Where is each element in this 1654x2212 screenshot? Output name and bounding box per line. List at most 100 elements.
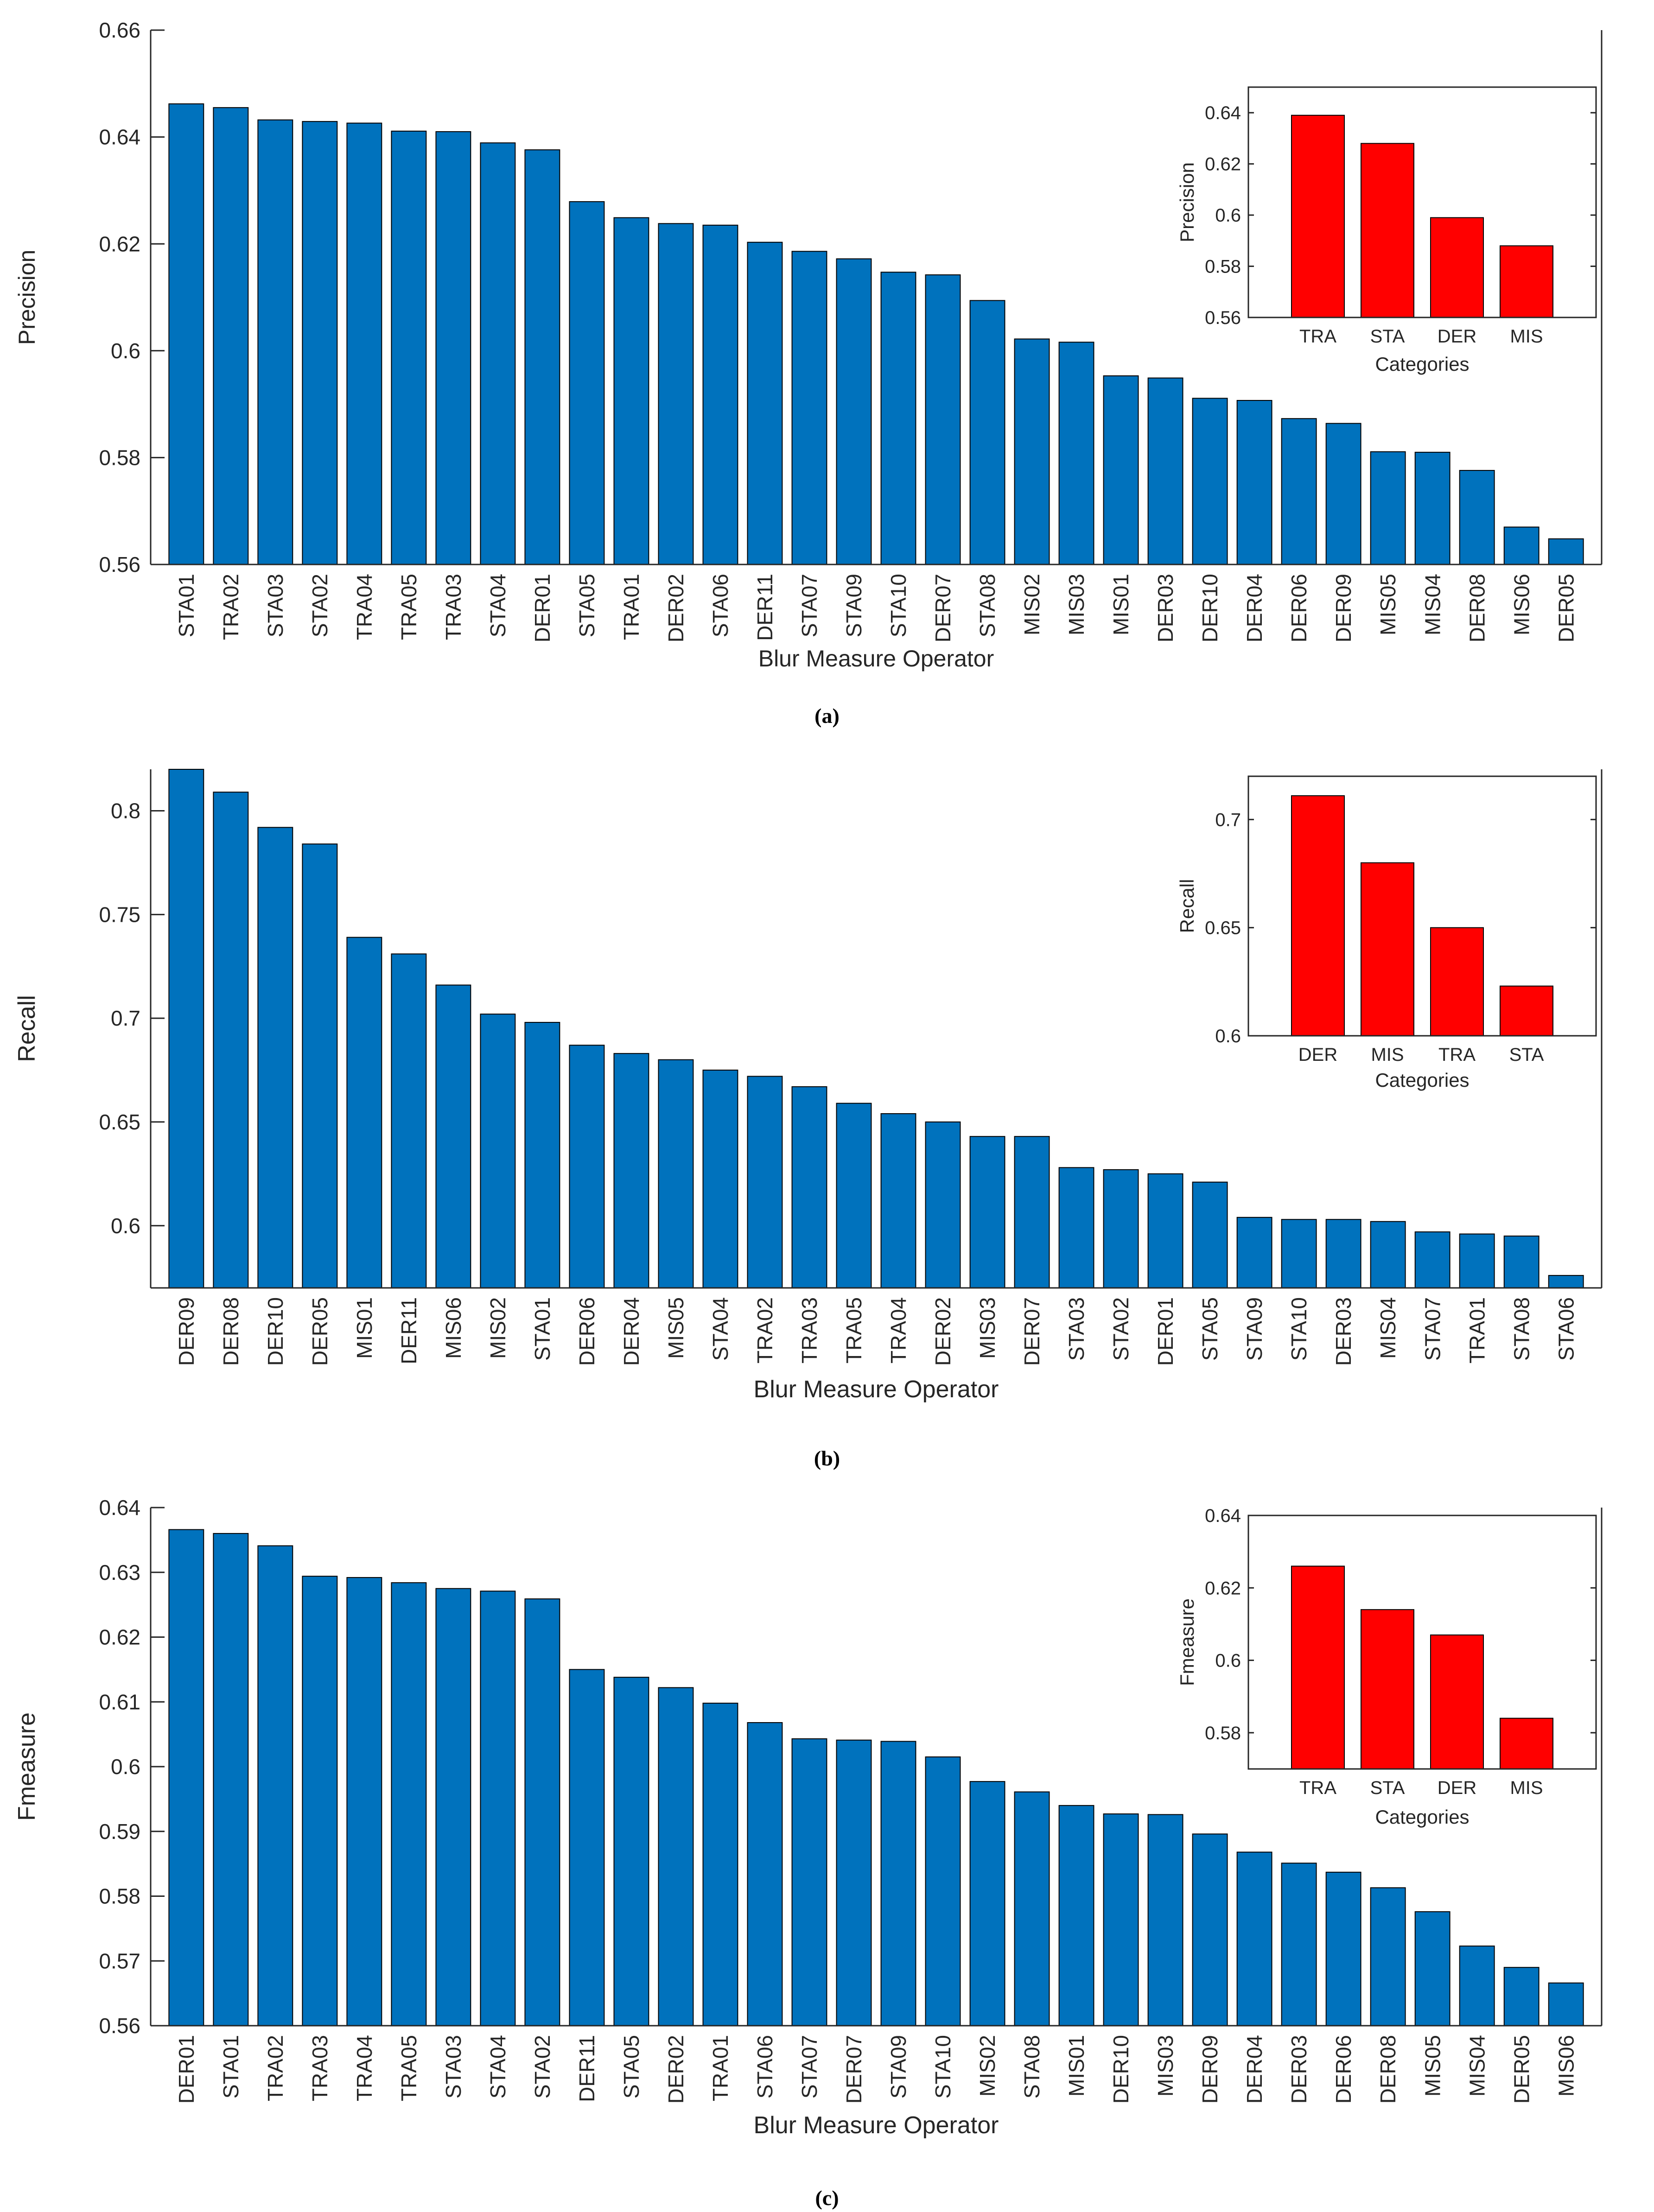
bar-sta04 [480,1591,516,2026]
bar-der11 [391,953,427,1289]
x-tick-label: DER09 [1331,574,1355,642]
inset-axes-box [1247,775,1597,1037]
panel-label-c: (c) [815,2186,839,2210]
bar-tra04 [880,1113,916,1289]
bar-mis04 [1414,451,1450,565]
x-tick-label: STA04 [486,574,510,637]
bar-mis03 [1147,1814,1183,2026]
x-tick-label: STA [1370,326,1405,347]
bar-der08 [213,792,249,1288]
x-tick-label: STA04 [486,2035,510,2098]
x-tick-label: DER02 [664,574,688,642]
bar-der04 [1236,1851,1272,2026]
bar-sta08 [969,300,1005,565]
y-tick-label: 0.6 [1215,205,1241,226]
x-tick-label: MIS04 [1465,2035,1489,2097]
x-tick-label: STA01 [530,1297,554,1361]
x-tick-label: DER02 [664,2035,688,2104]
x-tick-label: STA01 [174,574,198,637]
bar-sta06 [1548,1275,1584,1288]
y-tick-label: 0.59 [99,1819,140,1844]
y-tick-label: 0.62 [1205,1578,1241,1598]
x-tick-label: MIS05 [1376,574,1400,635]
x-tick-label: DER11 [397,1297,421,1364]
bar-tra [1291,1566,1345,1769]
x-tick-label: DER05 [308,1297,332,1366]
x-tick-label: DER07 [931,574,955,642]
inset-axes-box [1247,1515,1597,1770]
x-tick-label: DER10 [263,1297,287,1366]
bar-sta06 [702,224,738,565]
bar-tra05 [836,1103,872,1288]
x-tick-label: TRA03 [441,574,465,640]
x-tick-label: TRA03 [797,1297,821,1363]
x-tick-label: DER08 [1465,574,1489,642]
y-axis-title: Fmeasure [1176,1598,1198,1686]
x-tick-label: STA [1370,1778,1405,1798]
bar-tra01 [613,217,649,565]
bar-tra03 [435,131,471,565]
x-tick-label: STA04 [708,1297,732,1361]
bar-der [1430,217,1484,318]
x-tick-label: DER10 [1198,574,1222,642]
y-tick-label: 0.65 [1205,918,1241,938]
bar-der01 [524,149,560,565]
bar-mis02 [969,1781,1005,2026]
y-tick-label: 0.6 [111,339,140,363]
y-axis-title: Precision [1176,162,1198,242]
bar-sta06 [747,1722,783,2026]
x-tick-label: STA06 [708,574,732,637]
x-tick-label: TRA [1438,1045,1476,1065]
x-tick-label: STA05 [619,2035,643,2098]
x-tick-label: STA06 [1554,1297,1578,1361]
x-tick-label: TRA04 [352,574,376,640]
y-tick-label: 0.63 [99,1560,140,1585]
x-tick-label: TRA05 [397,574,421,640]
x-tick-label: MIS06 [1509,574,1533,635]
y-tick-label: 0.56 [1205,308,1241,328]
bar-sta09 [836,258,872,565]
bar-mis06 [435,984,471,1288]
x-tick-label: DER05 [1509,2035,1533,2104]
x-tick-label: DER10 [1109,2035,1133,2104]
x-tick-label: DER09 [174,1297,198,1366]
y-tick-label: 0.62 [99,1625,140,1649]
x-tick-label: STA09 [886,2035,910,2098]
x-tick-label: TRA05 [842,1297,866,1363]
x-tick-label: DER08 [1376,2035,1400,2104]
x-tick-label: MIS03 [975,1297,999,1359]
bar-sta07 [791,1738,827,2026]
x-tick-label: STA05 [1198,1297,1222,1361]
bar-der [1430,1634,1484,1770]
bar-sta09 [1236,1217,1272,1289]
y-tick-label: 0.64 [99,125,140,149]
x-tick-label: DER03 [1331,1297,1355,1366]
bar-mis05 [658,1059,694,1288]
bar-sta08 [1503,1236,1539,1289]
x-tick-label: STA03 [441,2035,465,2098]
x-tick-label: MIS06 [1554,2035,1578,2097]
x-tick-label: MIS05 [664,1297,688,1359]
bar-sta03 [1058,1167,1094,1288]
bar-der10 [257,827,293,1288]
bar-sta10 [1281,1219,1317,1289]
bar-mis [1500,1718,1553,1770]
y-tick-label: 0.58 [99,1884,140,1908]
bar-der08 [1459,470,1495,565]
bar-der11 [747,241,783,565]
bar-der06 [1325,1871,1361,2027]
bar-der03 [1147,377,1183,565]
x-tick-label: STA10 [886,574,910,637]
x-tick-label: TRA02 [219,574,243,640]
x-tick-label: MIS02 [486,1297,510,1359]
x-axis-title: Categories [1375,353,1469,375]
x-tick-label: TRA03 [308,2035,332,2101]
bar-der06 [569,1045,605,1289]
bar-sta04 [480,142,516,565]
y-tick-label: 0.56 [99,2014,140,2038]
x-tick-label: MIS01 [1109,574,1133,635]
y-tick-label: 0.7 [1215,810,1241,830]
x-tick-label: MIS02 [975,2035,999,2097]
y-tick-label: 0.64 [1205,1506,1241,1526]
